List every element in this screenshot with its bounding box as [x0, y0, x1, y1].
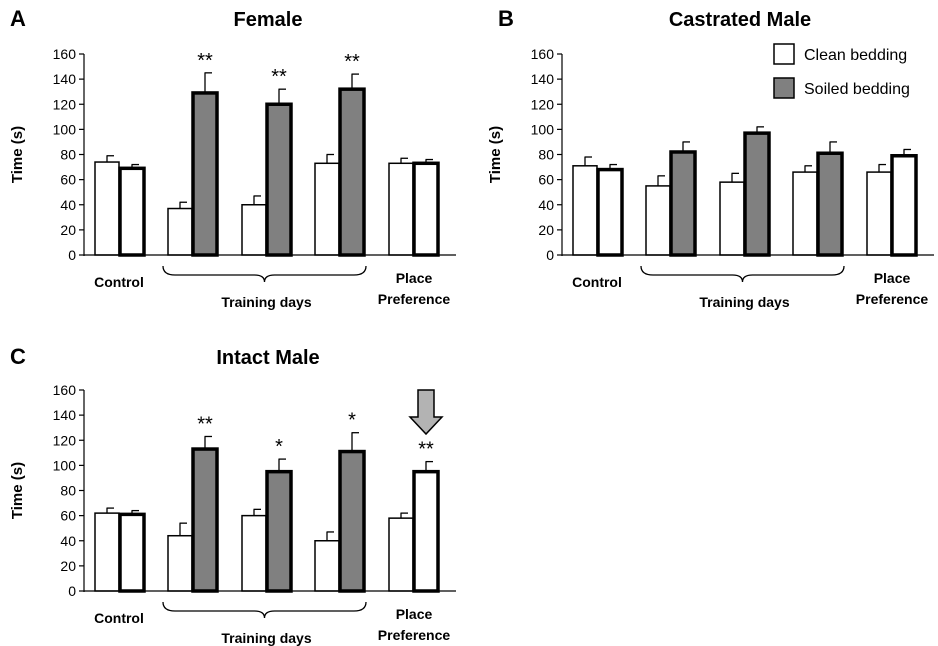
bar-clean	[241, 514, 267, 592]
legend-swatch-clean	[773, 43, 795, 65]
training-brace	[640, 265, 845, 283]
bar-clean	[866, 171, 892, 256]
y-tick-label: 20	[60, 222, 76, 238]
bar-soiled	[118, 512, 146, 593]
y-tick-label: 80	[60, 147, 76, 163]
y-tick-label: 80	[538, 147, 554, 163]
panel-letter: A	[10, 6, 26, 31]
significance-label: **	[197, 50, 213, 72]
bar-clean	[572, 165, 598, 256]
legend-label-soiled: Soiled bedding	[804, 81, 910, 98]
group-label-preference: Preference	[378, 291, 451, 307]
panel-b: B Castrated Male 0 20 40 60 80 100 120 140 160 Time…	[487, 6, 934, 310]
panel-letter: C	[10, 344, 26, 369]
y-tick-label: 120	[53, 96, 77, 112]
y-axis-label: Time (s)	[9, 126, 26, 183]
bar-soiled	[191, 447, 219, 593]
panel-c: C Intact Male 0 20 40 60 80 100 120 140 160 Time (s…	[9, 344, 456, 646]
bar-clean	[388, 517, 414, 592]
bar-soiled	[412, 161, 440, 257]
bar-soiled	[191, 91, 219, 257]
panel-title: Intact Male	[216, 347, 319, 369]
bar-clean	[645, 185, 671, 256]
group-label-place: Place	[396, 270, 433, 286]
y-tick-label: 160	[531, 46, 555, 62]
y-axis-label: Time (s)	[487, 126, 504, 183]
y-tick-label: 80	[60, 483, 76, 499]
significance-label: *	[348, 410, 356, 432]
group-label-training: Training days	[221, 630, 311, 646]
bar-clean	[241, 204, 267, 256]
panel-title: Castrated Male	[669, 9, 811, 31]
group-label-place: Place	[874, 270, 911, 286]
bar-clean	[388, 162, 414, 256]
bar-soiled	[118, 166, 146, 257]
bar-soiled	[412, 469, 440, 593]
significance-label: *	[275, 436, 283, 458]
y-tick-label: 140	[531, 71, 555, 87]
training-brace	[162, 601, 367, 619]
bar-clean	[314, 162, 340, 256]
bar-soiled	[265, 102, 293, 257]
y-tick-label: 160	[53, 46, 77, 62]
y-tick-label: 140	[53, 407, 77, 423]
y-tick-label: 60	[538, 172, 554, 188]
bar-soiled	[890, 154, 918, 257]
bar-soiled	[743, 131, 771, 257]
legend-label-clean: Clean bedding	[804, 47, 907, 64]
group-label-preference: Preference	[378, 627, 451, 643]
panel-title: Female	[234, 9, 303, 31]
significance-label: **	[418, 439, 434, 461]
y-tick-label: 0	[546, 247, 554, 263]
significance-label: **	[271, 66, 287, 88]
y-tick-label: 120	[53, 432, 77, 448]
bar-clean	[792, 171, 818, 256]
group-label-training: Training days	[699, 294, 789, 310]
legend: Clean bedding Soiled bedding	[773, 43, 910, 99]
group-label-control: Control	[572, 274, 622, 290]
bar-soiled	[816, 151, 844, 257]
y-tick-label: 140	[53, 71, 77, 87]
bar-soiled	[338, 87, 366, 257]
y-tick-label: 20	[538, 222, 554, 238]
bar-soiled	[596, 167, 624, 257]
y-tick-label: 160	[53, 382, 77, 398]
training-brace	[162, 265, 367, 283]
bar-clean	[94, 512, 120, 592]
bar-soiled	[669, 150, 697, 257]
bar-clean	[167, 534, 193, 592]
bar-clean	[167, 207, 193, 256]
legend-swatch-soiled	[773, 77, 795, 99]
group-label-control: Control	[94, 274, 144, 290]
bar-clean	[719, 181, 745, 256]
bar-soiled	[338, 449, 366, 593]
highlight-arrow	[408, 389, 444, 436]
y-tick-label: 40	[538, 197, 554, 213]
panel-letter: B	[498, 6, 514, 31]
y-tick-label: 0	[68, 583, 76, 599]
significance-label: **	[197, 413, 213, 435]
group-label-preference: Preference	[856, 291, 929, 307]
y-tick-label: 60	[60, 172, 76, 188]
panel-a: A Female 0 20 40 60 80 100 120 140 160 Time (s) ** **…	[9, 6, 456, 310]
y-tick-label: 40	[60, 533, 76, 549]
group-label-control: Control	[94, 610, 144, 626]
y-tick-label: 20	[60, 558, 76, 574]
y-tick-label: 60	[60, 508, 76, 524]
y-tick-label: 120	[531, 96, 555, 112]
y-tick-label: 100	[53, 457, 77, 473]
y-tick-label: 100	[53, 121, 77, 137]
y-axis-label: Time (s)	[9, 462, 26, 519]
group-label-place: Place	[396, 606, 433, 622]
significance-label: **	[344, 51, 360, 73]
y-tick-label: 40	[60, 197, 76, 213]
group-label-training: Training days	[221, 294, 311, 310]
y-tick-label: 0	[68, 247, 76, 263]
bar-soiled	[265, 469, 293, 593]
y-tick-label: 100	[531, 121, 555, 137]
bar-clean	[314, 540, 340, 592]
bar-clean	[94, 161, 120, 256]
